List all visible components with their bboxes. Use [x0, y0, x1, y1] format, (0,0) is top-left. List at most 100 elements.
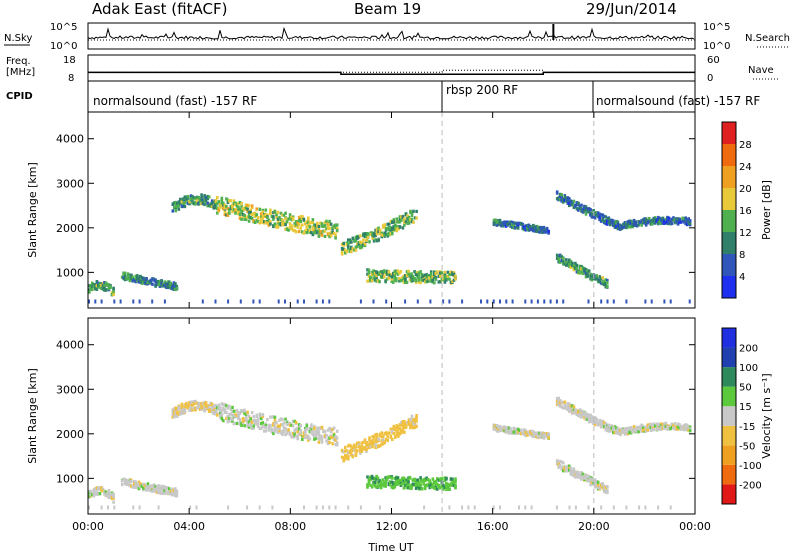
echo-cell — [413, 425, 417, 429]
echo-cell — [380, 435, 383, 439]
echo-cell — [593, 478, 597, 482]
echo-cell — [279, 211, 283, 215]
echo-cell — [422, 274, 425, 279]
echo-cell — [555, 299, 558, 304]
echo-cell — [387, 276, 391, 280]
echo-cell — [575, 263, 579, 268]
echo-cell — [186, 404, 190, 408]
echo-cell — [299, 428, 302, 433]
echo-cell — [584, 415, 588, 419]
echo-cell — [334, 236, 337, 240]
echo-cell — [626, 426, 630, 430]
echo-band — [88, 280, 115, 297]
echo-cell — [569, 404, 573, 408]
echo-cell — [684, 216, 687, 220]
echo-cell — [200, 402, 203, 406]
echo-cell — [163, 491, 166, 495]
echo-cell — [503, 425, 506, 429]
noise-right-label: N.Search — [745, 33, 790, 44]
echo-cell — [299, 226, 302, 230]
echo-cell — [149, 486, 153, 490]
echo-cell — [370, 272, 374, 276]
echo-cell — [139, 278, 142, 283]
echo-cell — [615, 426, 618, 430]
echo-cell — [244, 206, 248, 210]
echo-cell — [569, 472, 573, 476]
echo-cell — [176, 409, 179, 413]
echo-cell — [572, 199, 576, 203]
echo-cell — [143, 281, 147, 285]
echo-cell — [172, 488, 176, 492]
echo-cell — [425, 484, 428, 488]
echo-cell — [198, 198, 202, 202]
echo-cell — [403, 421, 406, 425]
echo-cell — [326, 225, 330, 229]
echo-cell — [622, 428, 625, 433]
echo-cell — [189, 194, 193, 198]
echo-cell — [575, 470, 579, 474]
echo-cell — [284, 433, 287, 437]
echo-cell — [654, 220, 657, 224]
echo-cell — [592, 215, 595, 219]
echo-cell — [282, 213, 286, 217]
echo-cell — [583, 416, 586, 420]
echo-cell — [126, 274, 130, 278]
echo-cell — [151, 484, 154, 488]
echo-cell — [278, 215, 281, 219]
echo-cell — [365, 238, 368, 243]
echo-cell — [513, 430, 517, 434]
echo-cell — [560, 467, 563, 471]
echo-cell — [180, 402, 184, 406]
echo-cell — [429, 483, 433, 487]
echo-cell — [613, 222, 617, 226]
echo-cell — [654, 424, 657, 428]
echo-cell — [625, 428, 628, 432]
echo-cell — [445, 278, 448, 282]
echo-cell — [290, 215, 293, 219]
echo-cell — [501, 224, 505, 228]
echo-cell — [304, 222, 307, 226]
echo-cell — [203, 202, 206, 207]
echo-cell — [428, 480, 431, 484]
echo-cell — [228, 199, 231, 203]
echo-cell — [311, 233, 315, 237]
echo-cell — [431, 485, 435, 489]
echo-cell — [155, 488, 159, 492]
echo-cell — [596, 423, 600, 427]
echo-cell — [420, 479, 424, 483]
echo-cell — [562, 197, 565, 201]
echo-cell — [235, 421, 239, 425]
echo-cell — [682, 216, 686, 221]
echo-cell — [276, 424, 280, 428]
echo-cell — [595, 482, 598, 486]
echo-cell — [529, 430, 532, 434]
echo-cell — [103, 288, 106, 292]
echo-cell — [434, 484, 438, 488]
echo-cell — [126, 479, 130, 484]
echo-cell — [403, 430, 406, 434]
echo-cell — [644, 217, 648, 221]
echo-cell — [276, 225, 280, 229]
echo-cell — [103, 489, 106, 493]
echo-cell — [511, 299, 514, 304]
echo-cell — [258, 426, 262, 431]
echo-band — [619, 421, 692, 437]
echo-cell — [402, 274, 406, 278]
echo-cell — [353, 443, 356, 447]
echo-cell — [523, 431, 526, 435]
echo-cell — [100, 505, 103, 510]
echo-cell — [284, 227, 287, 231]
echo-cell — [244, 203, 248, 207]
echo-cell — [299, 215, 302, 219]
echo-cell — [451, 483, 454, 487]
echo-cell — [507, 431, 511, 435]
echo-cell — [389, 480, 392, 484]
echo-cell — [376, 476, 380, 480]
echo-cell — [381, 274, 384, 278]
echo-cell — [243, 412, 246, 416]
echo-cell — [393, 484, 397, 488]
echo-cell — [663, 422, 666, 426]
echo-cell — [395, 219, 399, 223]
echo-cell — [601, 216, 604, 220]
echo-cell — [323, 221, 327, 225]
